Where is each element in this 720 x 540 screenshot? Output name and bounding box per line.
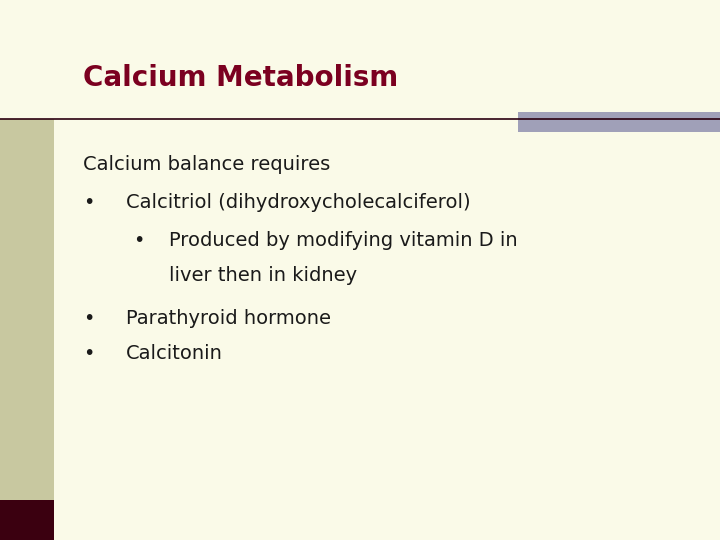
- Text: •: •: [133, 231, 145, 250]
- FancyBboxPatch shape: [518, 112, 720, 132]
- Text: Calcitonin: Calcitonin: [126, 344, 223, 363]
- Text: •: •: [83, 309, 94, 328]
- Text: liver then in kidney: liver then in kidney: [169, 266, 357, 285]
- Text: Calcitriol (dihydroxycholecalciferol): Calcitriol (dihydroxycholecalciferol): [126, 193, 471, 212]
- Text: Calcium Metabolism: Calcium Metabolism: [83, 64, 398, 92]
- FancyBboxPatch shape: [0, 500, 54, 540]
- Text: •: •: [83, 344, 94, 363]
- Text: Calcium balance requires: Calcium balance requires: [83, 155, 330, 174]
- Text: •: •: [83, 193, 94, 212]
- Text: Produced by modifying vitamin D in: Produced by modifying vitamin D in: [169, 231, 518, 250]
- FancyBboxPatch shape: [0, 119, 54, 505]
- Text: Parathyroid hormone: Parathyroid hormone: [126, 309, 331, 328]
